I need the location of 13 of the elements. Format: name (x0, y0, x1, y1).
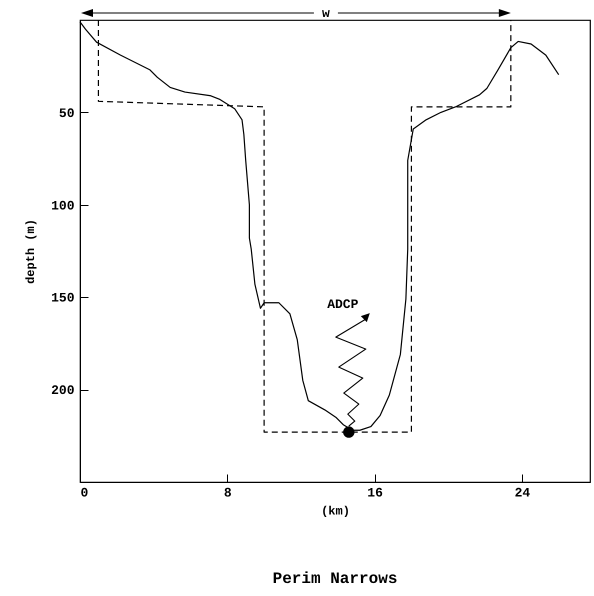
x-tick-label: 0 (80, 486, 88, 500)
y-axis-title: depth (m) (24, 219, 38, 284)
x-axis-title: (km) (321, 504, 350, 518)
annotation: w (322, 6, 330, 21)
text: Perim Narrows (272, 570, 398, 588)
x-tick-label: 24 (514, 486, 530, 500)
y-tick-label: 150 (51, 290, 75, 306)
y-tick-label: 200 (51, 383, 75, 398)
annotation: ADCP (327, 297, 359, 312)
x-tick-label: 16 (367, 486, 384, 500)
y-tick-label: 100 (51, 198, 75, 214)
y-tick-label: 50 (58, 106, 75, 121)
x-tick-label: 8 (224, 486, 232, 500)
